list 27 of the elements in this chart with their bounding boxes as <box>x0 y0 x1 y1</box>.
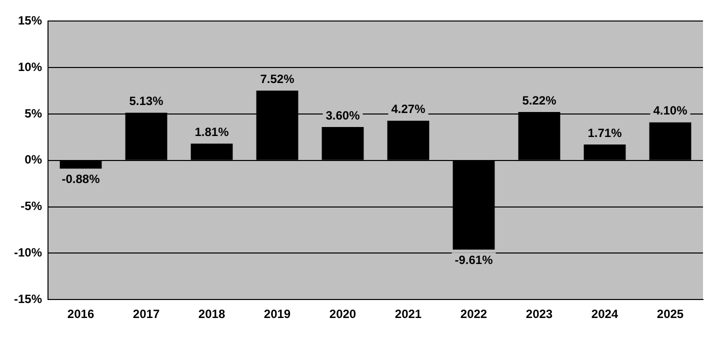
x-tick-label: 2025 <box>656 307 684 322</box>
data-label: 5.22% <box>522 93 557 108</box>
x-tick-label: 2023 <box>526 307 553 322</box>
x-tick-label: 2018 <box>198 307 226 322</box>
x-tick-label: 2020 <box>329 307 356 322</box>
y-tick-label: 10% <box>18 60 42 74</box>
data-label: 5.13% <box>129 94 164 108</box>
y-tick-label: -15% <box>14 292 42 306</box>
data-label: 1.71% <box>588 126 622 140</box>
y-tick-label: 15% <box>18 14 42 28</box>
data-label: 3.60% <box>326 108 360 122</box>
y-tick-label: 5% <box>24 106 42 120</box>
data-label: 7.52% <box>260 72 295 86</box>
y-tick-label: -5% <box>20 199 42 214</box>
data-label: -9.61% <box>454 252 494 267</box>
x-tick-label: 2021 <box>394 307 422 322</box>
data-label: -0.88% <box>62 172 100 186</box>
data-label: 4.10% <box>653 104 688 118</box>
data-label: 1.81% <box>194 124 230 139</box>
x-tick-label: 2016 <box>67 307 94 322</box>
y-tick-label: -10% <box>14 246 42 260</box>
x-tick-label: 2022 <box>460 307 488 322</box>
x-tick-label: 2024 <box>591 307 618 322</box>
data-label: 4.27% <box>391 102 426 116</box>
x-tick-label: 2019 <box>264 307 291 322</box>
y-tick-label: 0% <box>24 152 42 167</box>
x-tick-label: 2017 <box>132 307 160 322</box>
